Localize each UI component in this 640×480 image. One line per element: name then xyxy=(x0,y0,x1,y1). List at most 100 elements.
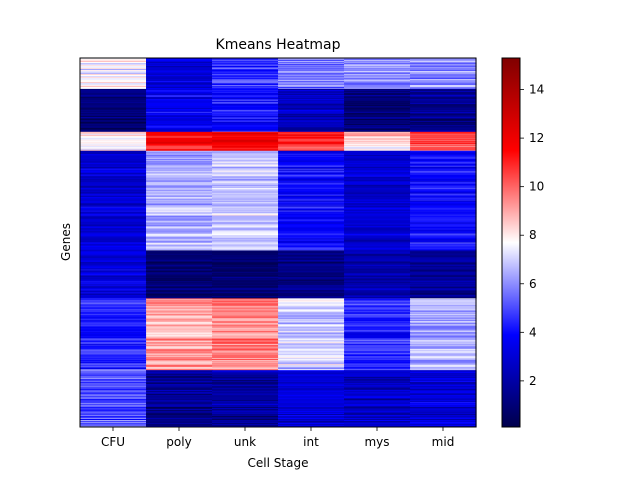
heatmap-cell xyxy=(80,255,147,257)
heatmap-cell xyxy=(344,80,411,83)
heatmap-cell xyxy=(410,330,477,332)
heatmap-cell xyxy=(344,189,411,192)
heatmap-cell xyxy=(278,79,345,82)
heatmap-cell xyxy=(80,345,147,347)
heatmap-cell xyxy=(80,381,147,383)
heatmap-cell xyxy=(410,81,477,84)
heatmap-cell xyxy=(212,411,279,413)
heatmap-cell xyxy=(344,201,411,204)
heatmap-cell xyxy=(410,199,477,202)
heatmap-cell xyxy=(344,190,411,193)
heatmap-cell xyxy=(146,70,213,73)
heatmap-cell xyxy=(146,265,213,267)
heatmap-cell xyxy=(212,396,279,398)
heatmap-cell xyxy=(80,306,147,308)
heatmap-cell xyxy=(278,215,345,218)
heatmap-cell xyxy=(146,108,213,111)
heatmap-cell xyxy=(212,365,279,367)
heatmap-cell xyxy=(146,90,213,93)
heatmap-cell xyxy=(146,119,213,122)
heatmap-cell xyxy=(80,224,147,227)
heatmap-cell xyxy=(212,226,279,229)
heatmap-cell xyxy=(410,243,477,245)
heatmap-cell xyxy=(344,367,411,369)
heatmap-cell xyxy=(344,380,411,382)
heatmap-cell xyxy=(344,221,411,224)
heatmap-cell xyxy=(410,174,477,177)
heatmap-cell xyxy=(344,112,411,115)
heatmap-cell xyxy=(146,125,213,128)
heatmap-cell xyxy=(410,368,477,370)
heatmap-cell xyxy=(80,133,147,136)
heatmap-cell xyxy=(212,65,279,68)
heatmap-cell xyxy=(344,71,411,74)
heatmap-cell xyxy=(80,367,147,369)
heatmap-cell xyxy=(80,92,147,95)
heatmap-cell xyxy=(146,60,213,63)
heatmap-cell xyxy=(410,100,477,103)
heatmap-cell xyxy=(278,108,345,111)
heatmap-cell xyxy=(278,87,345,90)
heatmap-cell xyxy=(212,195,279,198)
heatmap-cell xyxy=(278,320,345,322)
heatmap-cell xyxy=(278,89,345,92)
heatmap-cell xyxy=(80,246,147,248)
heatmap-cell xyxy=(344,119,411,122)
heatmap-cell xyxy=(212,232,279,235)
heatmap-cell xyxy=(344,207,411,210)
heatmap-cell xyxy=(146,304,213,306)
heatmap-cell xyxy=(410,397,477,399)
heatmap-cell xyxy=(410,102,477,105)
heatmap-cell xyxy=(80,105,147,108)
heatmap-cell xyxy=(410,136,477,139)
heatmap-cell xyxy=(278,404,345,406)
heatmap-cell xyxy=(146,266,213,268)
heatmap-cell xyxy=(146,134,213,137)
heatmap-cell xyxy=(410,339,477,341)
heatmap-cell xyxy=(212,364,279,366)
heatmap-cell xyxy=(80,174,147,177)
heatmap-cell xyxy=(278,148,345,151)
heatmap-cell xyxy=(212,306,279,308)
heatmap-cell xyxy=(212,290,279,292)
heatmap-cell xyxy=(278,371,345,373)
heatmap-cell xyxy=(410,365,477,367)
heatmap-cell xyxy=(344,425,411,427)
heatmap-cell xyxy=(212,279,279,281)
heatmap-cell xyxy=(410,141,477,144)
heatmap-cell xyxy=(80,91,147,94)
heatmap-cell xyxy=(410,300,477,302)
heatmap-cell xyxy=(278,165,345,168)
heatmap-cell xyxy=(80,284,147,286)
heatmap-cell xyxy=(146,126,213,129)
heatmap-cell xyxy=(80,176,147,179)
heatmap-cell xyxy=(278,174,345,177)
heatmap-cell xyxy=(344,406,411,408)
heatmap-cell xyxy=(344,413,411,415)
heatmap-cell xyxy=(146,251,213,253)
heatmap-cell xyxy=(80,156,147,159)
heatmap-cell xyxy=(278,236,345,239)
heatmap-cell xyxy=(410,371,477,373)
heatmap-cell xyxy=(146,408,213,410)
heatmap-cell xyxy=(410,64,477,67)
heatmap-cell xyxy=(146,150,213,153)
heatmap-cell xyxy=(80,214,147,217)
x-tick-label: unk xyxy=(234,435,256,449)
heatmap-cell xyxy=(212,230,279,233)
heatmap-cell xyxy=(410,203,477,206)
heatmap-cell xyxy=(80,401,147,403)
heatmap-cell xyxy=(278,240,345,243)
heatmap-cell xyxy=(212,171,279,174)
heatmap-cell xyxy=(212,220,279,223)
heatmap-cell xyxy=(410,187,477,190)
heatmap-cell xyxy=(80,136,147,139)
heatmap-cell xyxy=(278,283,345,285)
heatmap-cell xyxy=(146,253,213,255)
heatmap-cell xyxy=(410,250,477,252)
heatmap-cell xyxy=(278,191,345,194)
heatmap-cell xyxy=(278,351,345,353)
heatmap-cell xyxy=(278,208,345,211)
heatmap-cell xyxy=(278,339,345,341)
heatmap-cell xyxy=(278,416,345,418)
